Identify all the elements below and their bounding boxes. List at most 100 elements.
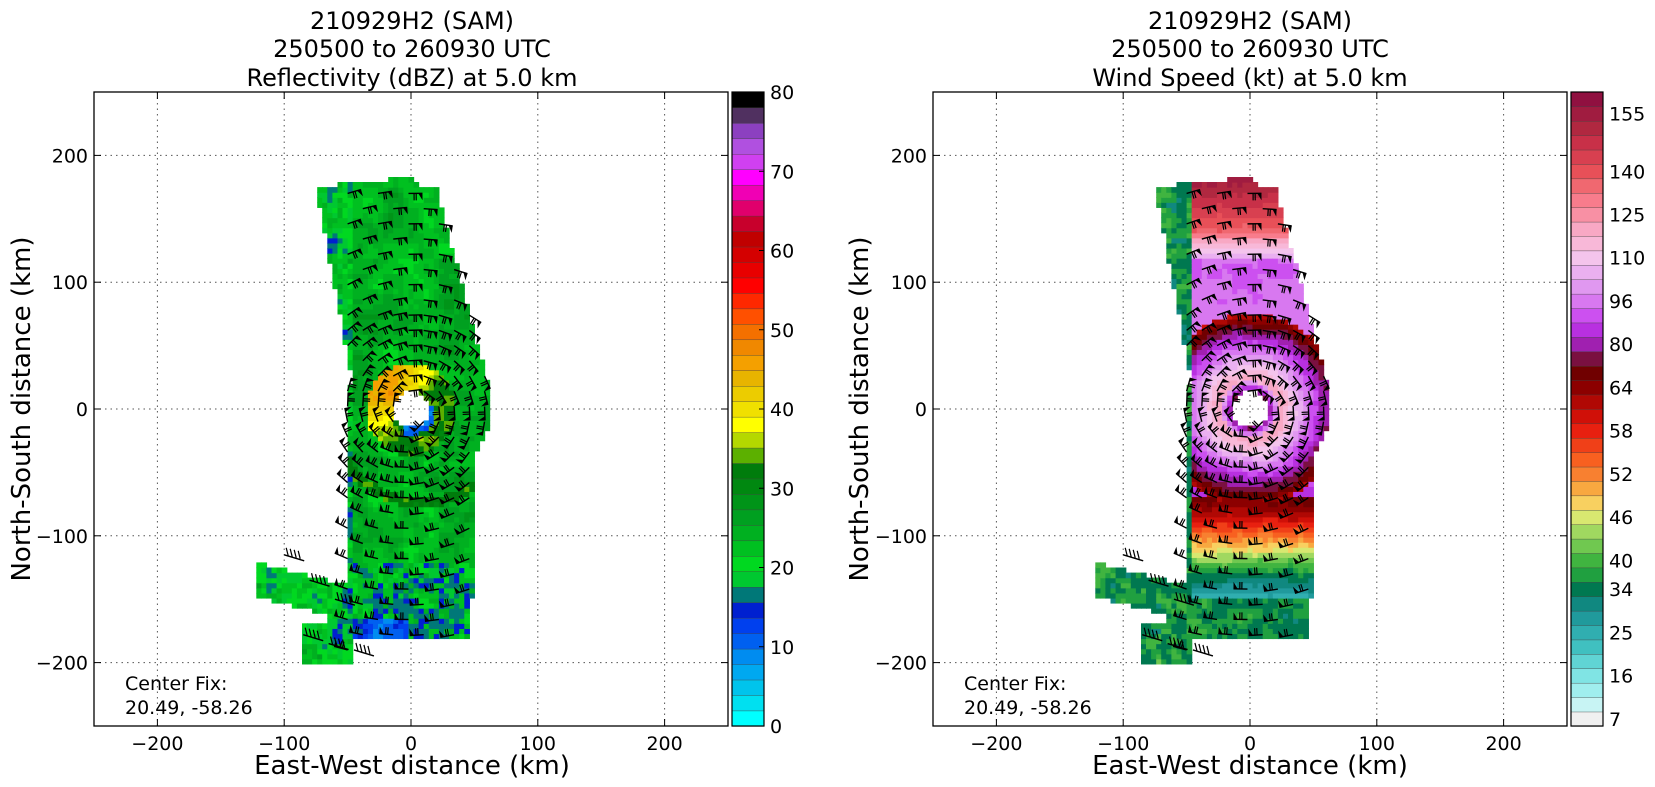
field-cell bbox=[383, 450, 389, 457]
barb-flag bbox=[478, 416, 486, 421]
field-cell bbox=[479, 364, 486, 371]
field-cell bbox=[352, 212, 359, 219]
field-cell bbox=[1232, 177, 1238, 183]
field-cell bbox=[388, 237, 394, 244]
field-cell bbox=[1242, 466, 1249, 472]
field-cell bbox=[469, 395, 475, 401]
field-cell bbox=[469, 496, 475, 503]
field-cell bbox=[352, 557, 359, 564]
field-cell bbox=[423, 319, 430, 325]
field-cell bbox=[418, 440, 425, 447]
field-cell bbox=[1181, 313, 1188, 320]
field-cell bbox=[413, 384, 420, 391]
field-cell bbox=[408, 455, 415, 462]
field-cell bbox=[362, 303, 369, 310]
barb-flag bbox=[445, 382, 450, 391]
field-cell bbox=[373, 334, 379, 340]
barb-flag bbox=[433, 209, 438, 217]
field-cell bbox=[357, 618, 364, 624]
field-cell bbox=[449, 435, 455, 442]
field-cell bbox=[454, 572, 460, 579]
wind-barb bbox=[351, 453, 364, 468]
field-cell bbox=[1242, 582, 1249, 589]
field-cell bbox=[357, 592, 364, 599]
field-cell bbox=[347, 633, 354, 640]
field-cell bbox=[296, 572, 303, 579]
field-cell bbox=[408, 471, 415, 477]
field-cell bbox=[367, 313, 374, 320]
field-cell bbox=[383, 379, 389, 386]
field-cell bbox=[388, 313, 394, 320]
field-cell bbox=[1206, 597, 1213, 604]
barb-flag bbox=[402, 341, 409, 349]
colorbar-bin bbox=[731, 292, 765, 310]
field-cell bbox=[317, 643, 323, 650]
field-cell bbox=[357, 364, 364, 371]
field-cell bbox=[1212, 359, 1218, 366]
field-cell bbox=[408, 207, 415, 214]
field-cell bbox=[1191, 349, 1198, 356]
field-cell bbox=[1095, 562, 1101, 569]
field-cell bbox=[1181, 278, 1188, 285]
barb-feather bbox=[455, 332, 460, 340]
barb-feather bbox=[394, 398, 402, 401]
field-cell bbox=[1176, 592, 1183, 599]
field-cell bbox=[1176, 308, 1183, 315]
field-cell bbox=[1125, 582, 1132, 589]
field-cell bbox=[256, 562, 262, 569]
field-cell bbox=[1201, 587, 1208, 594]
field-cell bbox=[378, 623, 384, 629]
field-cell bbox=[357, 476, 364, 482]
field-cell bbox=[423, 242, 430, 249]
colorbar-bin bbox=[731, 679, 765, 696]
field-cell bbox=[1196, 516, 1203, 523]
field-cell bbox=[1217, 430, 1223, 437]
field-cell bbox=[388, 577, 394, 584]
field-cell bbox=[398, 303, 404, 310]
field-cell bbox=[367, 202, 374, 208]
field-cell bbox=[1196, 253, 1203, 259]
field-cell bbox=[403, 613, 410, 619]
field-cell bbox=[428, 471, 435, 477]
field-cell bbox=[1237, 349, 1243, 356]
field-cell bbox=[418, 557, 425, 564]
field-cell bbox=[1237, 562, 1243, 569]
field-cell bbox=[373, 597, 379, 604]
field-cell bbox=[408, 192, 415, 198]
field-cell bbox=[438, 486, 445, 492]
field-cell bbox=[378, 466, 384, 472]
barb-feather bbox=[429, 613, 432, 621]
colorbar-bin bbox=[731, 509, 765, 526]
field-cell bbox=[373, 603, 379, 609]
field-cell bbox=[388, 405, 394, 411]
barb-feather bbox=[355, 642, 359, 652]
barb-flag bbox=[394, 392, 403, 397]
field-cell bbox=[362, 212, 369, 219]
field-cell bbox=[433, 369, 440, 376]
field-cell bbox=[347, 182, 354, 188]
field-cell bbox=[373, 445, 379, 452]
field-cell bbox=[383, 293, 389, 300]
field-cell bbox=[388, 384, 394, 391]
field-cell bbox=[1222, 587, 1228, 594]
field-cell bbox=[393, 587, 399, 594]
field-cell bbox=[459, 308, 465, 315]
colorbar-bin bbox=[731, 416, 765, 433]
field-cell bbox=[378, 278, 384, 285]
barb-feather bbox=[380, 385, 388, 391]
field-cell bbox=[388, 232, 394, 239]
field-cell bbox=[1206, 471, 1213, 477]
barb-flag bbox=[402, 327, 409, 335]
barb-staff bbox=[438, 253, 453, 258]
field-cell bbox=[383, 577, 389, 584]
field-cell bbox=[388, 567, 394, 574]
field-cell bbox=[469, 506, 475, 513]
field-cell bbox=[1222, 258, 1228, 264]
field-cell bbox=[1181, 329, 1188, 335]
field-cell bbox=[1115, 572, 1122, 579]
field-cell bbox=[388, 592, 394, 599]
wind-barb bbox=[347, 248, 364, 259]
field-cell bbox=[352, 476, 359, 482]
field-cell bbox=[1120, 577, 1127, 584]
field-cell bbox=[413, 268, 420, 274]
